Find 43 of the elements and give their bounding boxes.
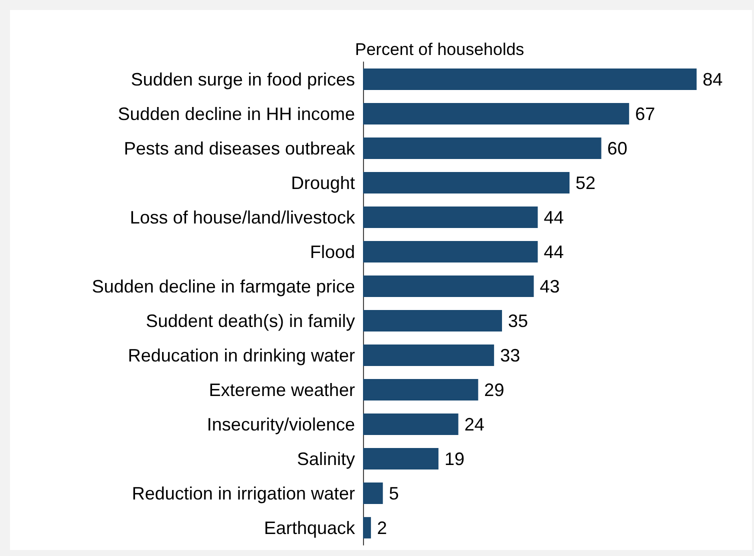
data-label: 44 [544,242,564,262]
bar [363,414,458,435]
y-tick-label: Sudden decline in HH income [118,104,355,124]
bar [363,310,502,332]
bar [363,448,438,470]
y-tick-label: Loss of house/land/livestock [130,207,356,228]
data-label: 43 [540,276,560,296]
y-tick-label: Suddent death(s) in family [146,310,355,331]
data-label: 24 [464,414,484,434]
data-label: 67 [635,104,656,124]
y-tick-label: Flood [310,242,355,262]
bar [363,68,697,90]
y-tick-label: Sudden surge in food prices [130,69,355,90]
bar [363,206,538,228]
bar [363,344,494,366]
bar [363,241,538,262]
data-label: 19 [444,448,464,469]
bar [363,517,371,538]
y-tick-label: Sudden decline in farmgate price [92,276,355,296]
bar [363,172,570,194]
y-tick-label: Insecurity/violence [206,414,355,434]
y-tick-label: Reducation in drinking water [128,345,355,366]
y-tick-label: Extereme weather [208,380,355,400]
bar [363,276,534,297]
y-tick-label: Pests and diseases outbreak [124,138,356,158]
data-label: 35 [508,310,528,331]
bar [363,482,383,504]
data-label: 5 [388,483,399,504]
data-label: 44 [544,207,564,228]
y-tick-label: Salinity [296,448,355,469]
y-tick-label: Reduction in irrigation water [132,483,355,504]
bar [363,379,478,400]
data-label: 52 [576,172,596,193]
data-label: 29 [484,380,504,400]
y-tick-label: Earthquack [264,518,356,538]
y-tick-label: Drought [290,172,355,193]
data-label: 33 [500,345,520,366]
data-label: 84 [702,69,723,90]
bar [363,103,630,124]
chart-title: Percent of households [355,40,524,59]
bar [363,138,602,159]
data-label: 60 [607,138,628,158]
data-label: 2 [376,518,387,538]
